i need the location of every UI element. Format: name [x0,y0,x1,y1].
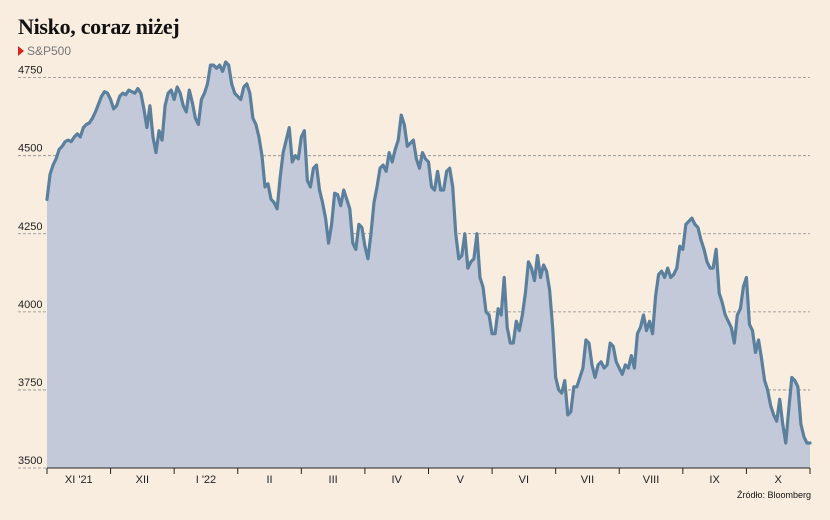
area-fill [47,62,810,468]
series-line [45,60,812,445]
y-tick-label: 4000 [18,299,42,311]
series-line-mark [45,60,812,445]
x-tick-label: VII [581,474,594,486]
x-tick-label: II [266,474,272,486]
x-tick-label: VI [519,474,529,486]
y-tick-label: 4500 [18,143,42,155]
x-tick-label: XI '21 [65,474,93,486]
x-tick-label: I '22 [196,474,216,486]
y-tick-label: 4750 [18,65,42,77]
x-axis: XI '21 XII I '22 II III IV V VI VII VIII IX X [46,467,811,486]
y-axis: 3500 3750 4000 4250 4500 4750 [18,65,42,467]
red-triangle-icon [18,46,24,56]
x-tick-label: IX [709,474,720,486]
y-tick-label: 3500 [18,455,42,467]
area-mark [47,62,810,468]
y-tick-label: 3750 [18,377,42,389]
x-tick-label: III [329,474,338,486]
x-tick-label: IV [392,474,403,486]
subtitle-label: S&P500 [27,44,72,58]
x-tick-label: VIII [643,474,660,486]
source-note: Źródło: Bloomberg [736,490,811,500]
chart-subtitle: S&P500 [18,44,71,58]
x-tick-label: XII [136,474,149,486]
x-tick-label: V [457,474,465,486]
y-tick-label: 4250 [18,221,42,233]
chart-title: Nisko, coraz niżej [18,14,180,39]
x-tick-label: X [775,474,783,486]
